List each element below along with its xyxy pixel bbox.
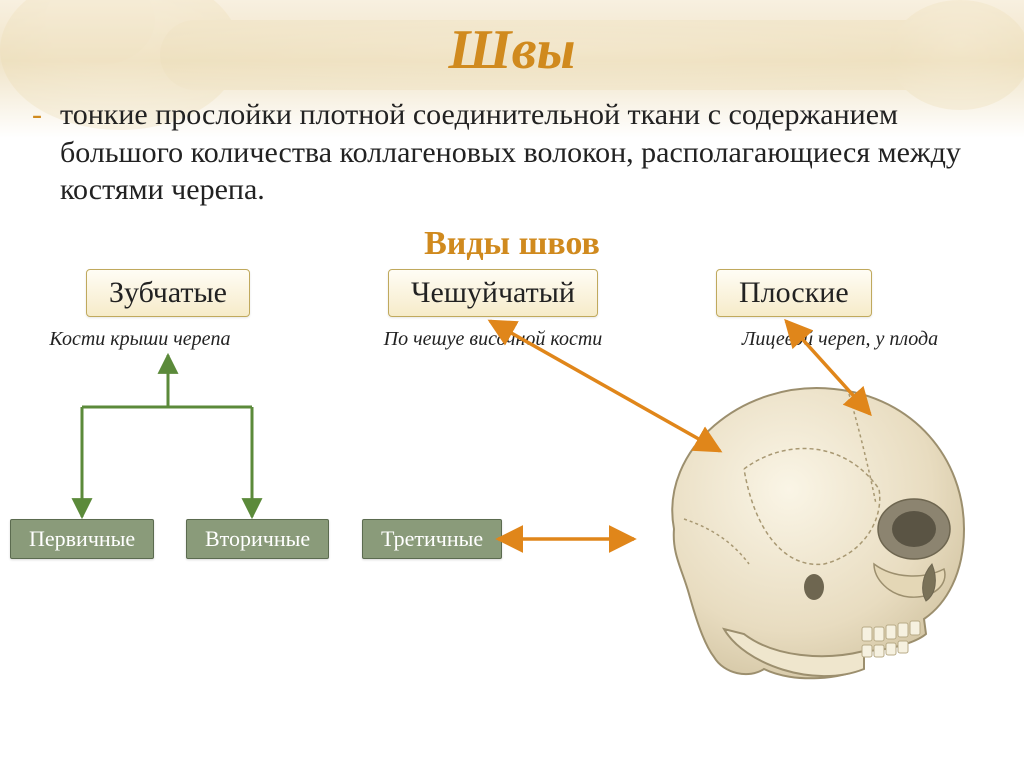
category-box-serrated: Зубчатые (86, 269, 250, 317)
category-caption-squamous: По чешуе височной кости (378, 327, 608, 351)
skull-illustration (614, 369, 994, 699)
category-label: Зубчатые (109, 276, 227, 309)
subbox-secondary: Вторичные (186, 519, 329, 559)
definition-content: тонкие прослойки плотной соединительной … (60, 98, 961, 206)
category-label: Чешуйчатый (411, 276, 575, 309)
category-caption-flat: Лицевой череп, у плода (740, 327, 940, 351)
category-box-flat: Плоские (716, 269, 872, 317)
diagram-canvas: Зубчатые Кости крыши черепа Чешуйчатый П… (0, 269, 1024, 689)
subbox-primary: Первичные (10, 519, 154, 559)
subbox-tertiary: Третичные (362, 519, 502, 559)
page-title: Швы (0, 0, 1024, 82)
subtitle: Виды швов (0, 225, 1024, 263)
category-label: Плоские (739, 276, 849, 309)
dash-marker: - (32, 96, 42, 134)
definition-text: - тонкие прослойки плотной соединительно… (0, 82, 1024, 209)
category-caption-serrated: Кости крыши черепа (30, 327, 250, 351)
category-box-squamous: Чешуйчатый (388, 269, 598, 317)
